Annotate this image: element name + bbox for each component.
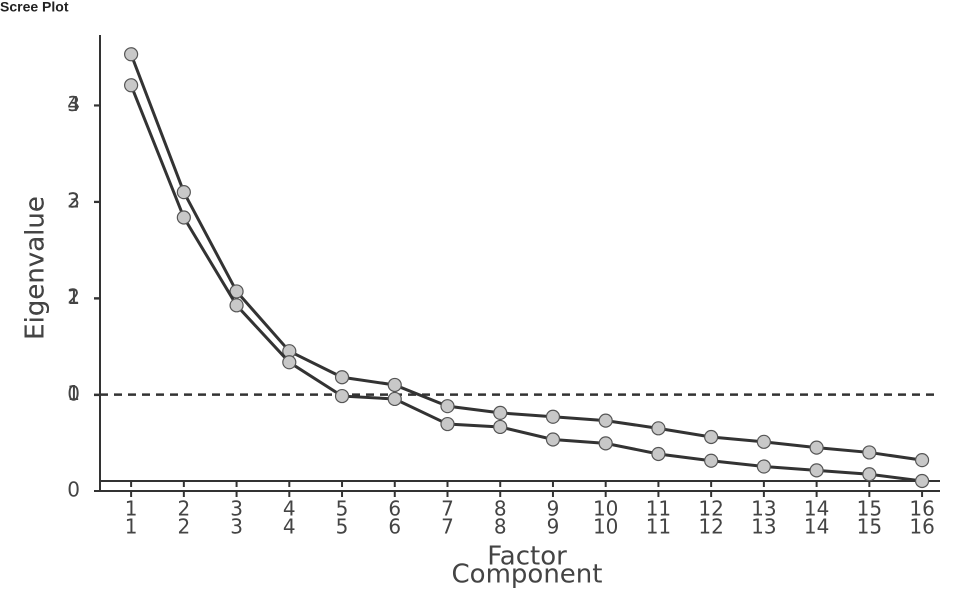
data-point [862,445,877,460]
data-point [809,463,824,478]
x-tick-label: 3 [230,497,243,521]
data-point [229,284,244,299]
data-point [704,453,719,468]
data-point [387,391,402,407]
x-tick-label: 11 [646,497,671,521]
x-tick-label: 5 [336,497,349,521]
series-line [129,84,923,483]
data-point [387,377,402,393]
y-tick-label: 2 [67,189,80,213]
y-tick-label: 3 [67,92,80,116]
x-tick-label: 1 [125,515,138,539]
data-point [598,436,613,451]
chart-title: Scree Plot [0,0,69,15]
data-point [545,432,561,447]
x-tick-label: 6 [388,515,401,539]
y-axis-title: Eigenvalue [21,196,51,340]
y-axis-title: Eigenvalue [21,196,51,340]
x-tick-label: 8 [494,497,507,521]
data-point [862,467,877,482]
y-tick-label: 1 [67,285,80,309]
x-tick-label: 12 [698,497,723,521]
data-point [124,47,139,62]
data-point [282,355,297,370]
x-axis-title: Component [452,560,603,590]
x-tick-label: 10 [593,515,618,539]
x-tick-label: 15 [857,515,882,539]
x-tick-label: 4 [283,515,296,539]
data-point [229,298,244,313]
data-point [493,405,508,421]
x-tick-label: 7 [441,515,454,539]
x-tick-label: 12 [698,515,723,539]
y-tick-label: 0 [67,478,80,502]
x-tick-label: 6 [388,497,401,521]
data-point [809,440,824,455]
x-tick-label: 2 [177,497,190,521]
data-point [598,413,613,428]
data-point [651,446,666,462]
data-point [545,409,561,424]
data-point [124,78,139,93]
y-tick-label: 2 [67,285,80,309]
x-tick-label: 7 [441,497,454,521]
data-point [176,210,191,225]
y-tick-label: 3 [67,188,80,212]
x-tick-label: 10 [593,497,618,521]
data-point [914,473,930,489]
data-point [704,429,719,445]
y-tick-label: 4 [67,92,80,116]
data-point [440,416,455,432]
data-point [756,459,771,474]
x-tick-label: 9 [547,515,560,539]
x-tick-label: 11 [646,515,671,539]
x-tick-label: 13 [751,497,776,521]
series-line [129,53,923,462]
data-point [334,370,350,385]
x-axis-title: Factor [487,542,567,572]
x-tick-label: 9 [547,497,560,521]
x-tick-label: 14 [804,497,829,521]
x-tick-label: 4 [283,497,296,521]
x-tick-label: 1 [125,497,138,521]
x-tick-label: 3 [230,515,243,539]
data-point [334,388,350,404]
x-tick-label: 16 [909,497,934,521]
data-point [914,453,930,468]
x-tick-label: 5 [336,515,349,539]
x-tick-label: 16 [909,515,934,539]
x-tick-label: 13 [751,515,776,539]
y-tick-label: 0 [67,382,80,406]
y-tick-label: 1 [67,381,80,405]
data-point [176,185,191,200]
data-point [651,421,666,436]
x-tick-label: 15 [857,497,882,521]
data-point [756,434,771,449]
x-tick-label: 2 [177,515,190,539]
x-tick-label: 8 [494,515,507,539]
x-tick-label: 14 [804,515,829,539]
data-point [440,399,455,414]
data-point [493,419,508,435]
